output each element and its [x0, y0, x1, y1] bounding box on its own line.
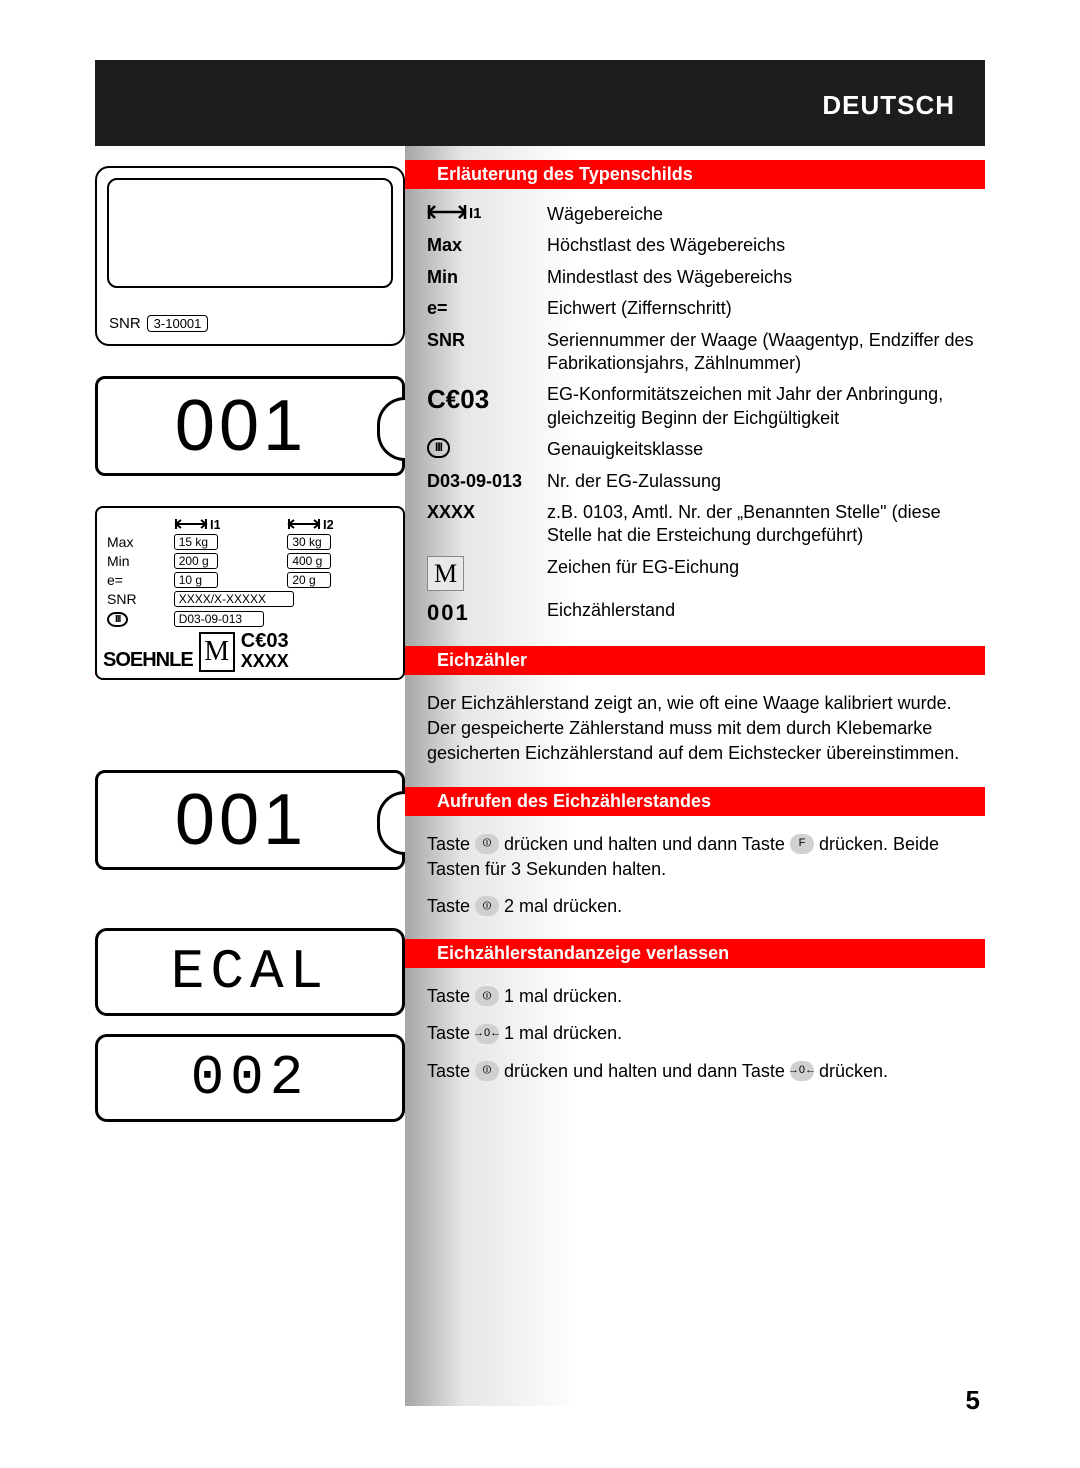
definition-value: Eichwert (Ziffernschritt): [547, 297, 985, 320]
counter-icon: 001: [427, 599, 470, 628]
definition-value: Nr. der EG-Zulassung: [547, 470, 985, 493]
definition-key: e=: [427, 297, 547, 320]
definition-value: EG-Konformitätszeichen mit Jahr der Anbr…: [547, 383, 985, 430]
body-paragraph: Taste ⏼ drücken und halten und dann Tast…: [427, 826, 985, 888]
definition-key: D03-09-013: [427, 470, 547, 493]
left-illustrations: SNR 3-10001 001 I1 I2 Max15 kg30 kg Min2…: [95, 146, 405, 1406]
m-mark-icon: M: [427, 556, 464, 592]
definition-row: D03-09-013Nr. der EG-Zulassung: [427, 466, 985, 497]
header-bar: DEUTSCH: [95, 60, 985, 146]
range-icon: I1: [427, 203, 481, 221]
definition-key: 001: [427, 599, 547, 628]
lcd-ecal: ECAL: [95, 928, 405, 1016]
page-number: 5: [966, 1385, 980, 1416]
ce-mark: C€03: [241, 630, 289, 652]
definition-row: M Zeichen für EG-Eichung: [427, 552, 985, 596]
key-icon: ⏼: [475, 1061, 499, 1081]
definition-key: I1: [427, 203, 547, 226]
definition-value: Seriennummer der Waage (Waagentyp, Endzi…: [547, 329, 985, 376]
svg-text:I1: I1: [469, 205, 481, 221]
ce-icon: C€03: [427, 383, 489, 417]
snr-value: 3-10001: [147, 315, 209, 332]
definition-row: C€03 EG-Konformitätszeichen mit Jahr der …: [427, 379, 985, 434]
right-content: Erläuterung des Typenschilds I1 Wägebereic…: [405, 146, 985, 1406]
definition-value: Wägebereiche: [547, 203, 985, 226]
accuracy-class-icon: III: [427, 438, 450, 458]
m-mark: M: [199, 632, 235, 672]
definition-key: Min: [427, 266, 547, 289]
key-icon: F: [790, 834, 814, 854]
snr-label: SNR: [109, 315, 141, 332]
body-paragraph: Taste ⏼ drücken und halten und dann Tast…: [427, 1053, 985, 1090]
type-plate: I1 I2 Max15 kg30 kg Min200 g400 g e=10 g…: [95, 506, 405, 680]
definition-key: III: [427, 438, 547, 461]
body-paragraph: Taste ⏼ 1 mal drücken.: [427, 978, 985, 1015]
svg-text:I1: I1: [210, 517, 220, 531]
key-icon: ⏼: [475, 834, 499, 854]
definition-row: e=Eichwert (Ziffernschritt): [427, 293, 985, 324]
definition-row: 001 Eichzählerstand: [427, 595, 985, 632]
lcd-002: 002: [95, 1034, 405, 1122]
counter-sticker-top: 001: [95, 376, 405, 476]
body-paragraph: Der Eichzählerstand zeigt an, wie oft ei…: [427, 685, 985, 773]
definition-key: M: [427, 556, 547, 592]
definition-key: C€03: [427, 383, 547, 430]
definition-row: MaxHöchstlast des Wägebereichs: [427, 230, 985, 261]
definition-key: Max: [427, 234, 547, 257]
definition-value: Mindestlast des Wägebereichs: [547, 266, 985, 289]
section-header: Erläuterung des Typenschilds: [405, 160, 985, 189]
body-paragraph: Taste →0← 1 mal drücken.: [427, 1015, 985, 1052]
definition-value: Höchstlast des Wägebereichs: [547, 234, 985, 257]
definition-key: XXXX: [427, 501, 547, 548]
key-icon: ⏼: [475, 896, 499, 916]
language-label: DEUTSCH: [822, 90, 955, 121]
key-icon: →0←: [790, 1061, 814, 1081]
definition-row: XXXXz.B. 0103, Amtl. Nr. der „Benannten …: [427, 497, 985, 552]
definition-value: Zeichen für EG-Eichung: [547, 556, 985, 592]
definition-value: Eichzählerstand: [547, 599, 985, 628]
definition-row: I1 Wägebereiche: [427, 199, 985, 230]
definition-row: MinMindestlast des Wägebereichs: [427, 262, 985, 293]
brand-logo: SOEHNLE: [103, 649, 193, 672]
nameplate-outline: SNR 3-10001: [95, 166, 405, 346]
counter-sticker-mid: 001: [95, 770, 405, 870]
body-paragraph: Taste ⏼ 2 mal drücken.: [427, 888, 985, 925]
definition-key: SNR: [427, 329, 547, 376]
key-icon: →0←: [475, 1024, 499, 1044]
definition-row: SNRSeriennummer der Waage (Waagentyp, En…: [427, 325, 985, 380]
svg-text:I2: I2: [323, 517, 333, 531]
definition-value: z.B. 0103, Amtl. Nr. der „Benannten Stel…: [547, 501, 985, 548]
definition-row: III Genauigkeitsklasse: [427, 434, 985, 465]
definition-value: Genauigkeitsklasse: [547, 438, 985, 461]
key-icon: ⏼: [475, 986, 499, 1006]
